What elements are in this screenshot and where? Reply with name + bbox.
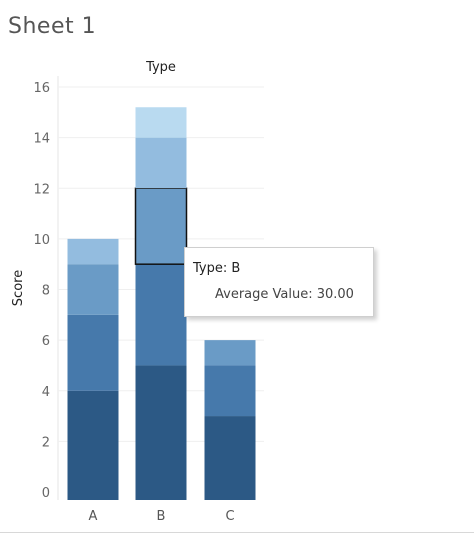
y-tick-label: 8 xyxy=(42,284,50,299)
bar-segment-b-5[interactable] xyxy=(135,107,187,138)
x-tick-label: B xyxy=(157,509,166,524)
bar-segment-b-1[interactable] xyxy=(135,365,187,500)
y-tick-label: 16 xyxy=(33,81,50,96)
bar-segment-c-1[interactable] xyxy=(204,416,256,500)
bar-segment-c-3[interactable] xyxy=(204,340,256,366)
bar-segment-a-2[interactable] xyxy=(67,314,119,391)
bar-segment-a-1[interactable] xyxy=(67,390,119,500)
y-tick-label: 2 xyxy=(42,435,50,450)
x-tick-label: C xyxy=(225,509,234,524)
bar-segment-a-3[interactable] xyxy=(67,264,119,315)
bar-segment-b-3[interactable] xyxy=(134,187,188,265)
y-tick-label: 0 xyxy=(42,486,50,501)
bar-segment-a-4[interactable] xyxy=(67,238,119,265)
tooltip-type-label: Type: B xyxy=(193,261,241,276)
tooltip-value-label: Average Value: 30.00 xyxy=(215,287,354,302)
bottom-divider xyxy=(0,532,474,533)
bar-segment-c-2[interactable] xyxy=(204,365,256,417)
bar-segment-b-2[interactable] xyxy=(135,264,187,366)
chart-title-type: Type xyxy=(145,60,176,75)
y-tick-label: 14 xyxy=(33,132,50,147)
y-tick-label: 10 xyxy=(33,233,50,248)
tooltip: Type: B Average Value: 30.00 xyxy=(184,247,374,317)
y-tick-label: 6 xyxy=(42,334,50,349)
y-axis-label: Score xyxy=(11,270,26,306)
bar-segment-b-4[interactable] xyxy=(135,137,187,189)
y-tick-label: 12 xyxy=(33,182,50,197)
x-tick-label: A xyxy=(89,509,98,524)
sheet-title: Sheet 1 xyxy=(8,14,97,39)
y-tick-label: 4 xyxy=(42,385,50,400)
